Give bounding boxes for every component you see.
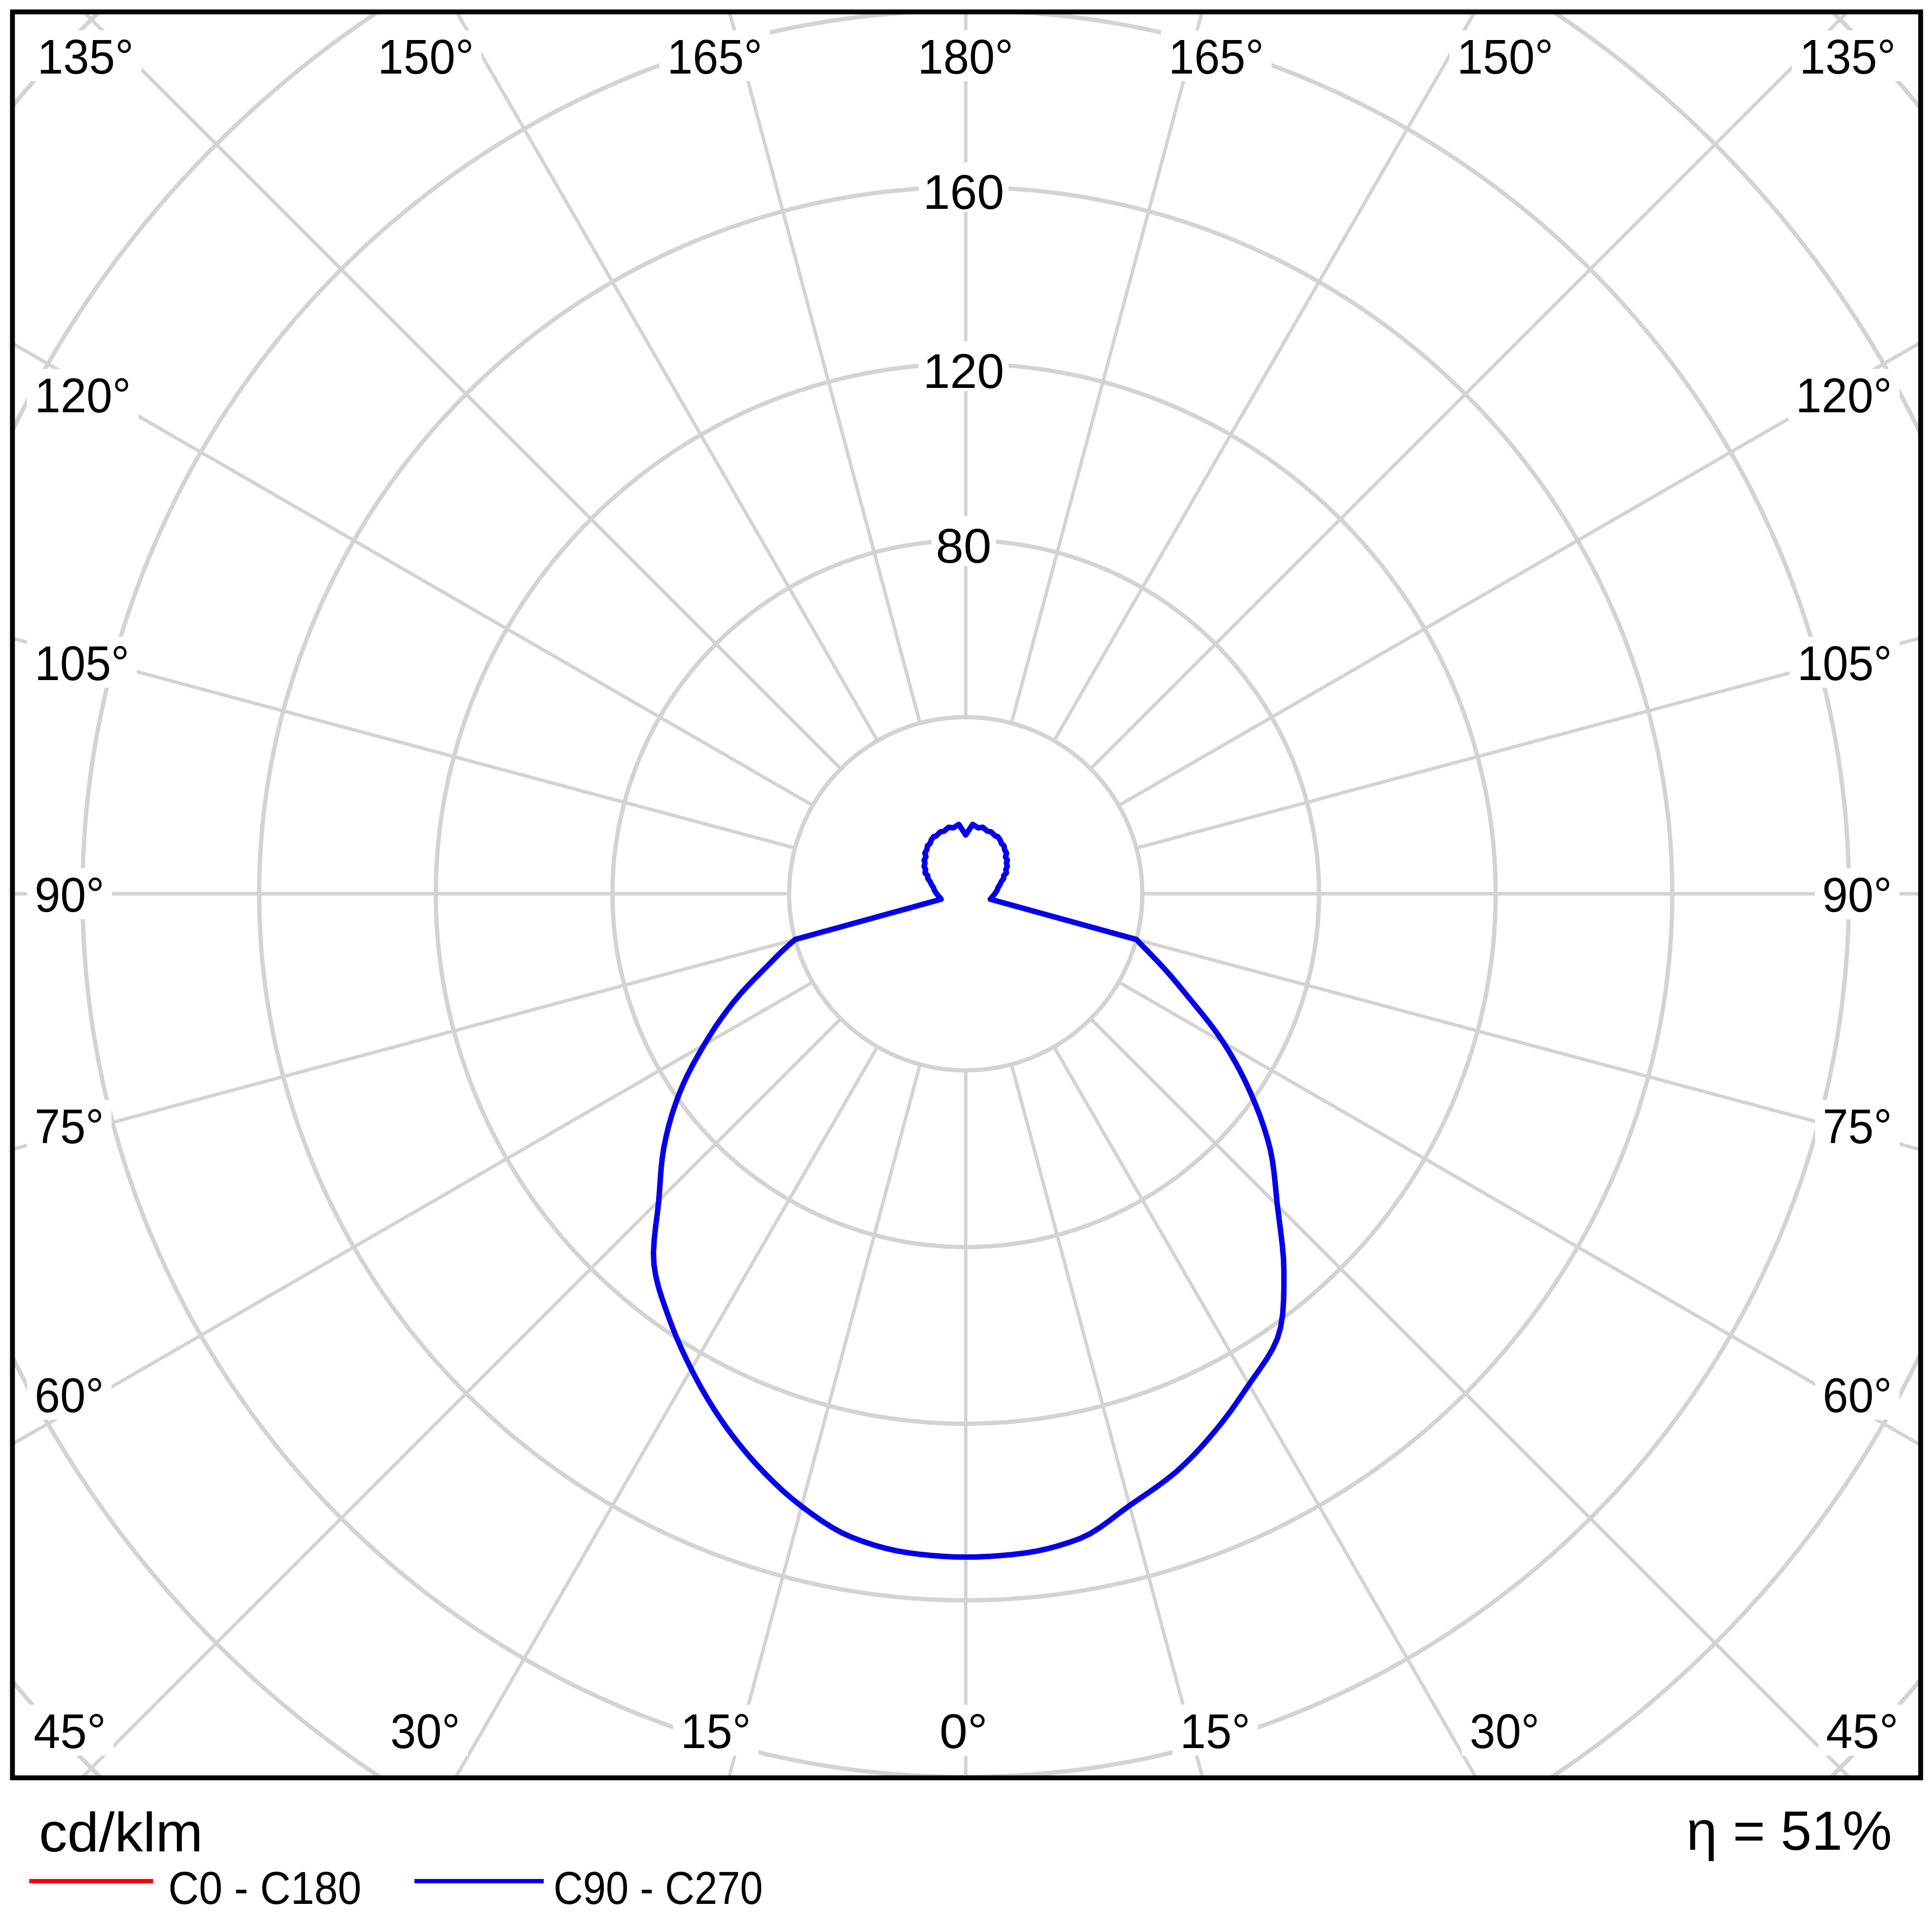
svg-text:165°: 165° bbox=[1169, 30, 1264, 84]
svg-text:15°: 15° bbox=[681, 1705, 751, 1759]
svg-text:45°: 45° bbox=[34, 1705, 106, 1759]
svg-text:120°: 120° bbox=[35, 369, 131, 423]
svg-text:90°: 90° bbox=[35, 868, 104, 922]
svg-text:120°: 120° bbox=[1796, 369, 1892, 423]
svg-text:45°: 45° bbox=[1826, 1705, 1898, 1759]
svg-text:135°: 135° bbox=[37, 30, 134, 84]
svg-text:60°: 60° bbox=[35, 1369, 104, 1423]
svg-text:80: 80 bbox=[936, 519, 992, 573]
svg-text:30°: 30° bbox=[1470, 1705, 1540, 1759]
svg-text:160: 160 bbox=[923, 166, 1004, 220]
svg-text:η = 51%: η = 51% bbox=[1686, 1800, 1892, 1862]
svg-text:90°: 90° bbox=[1822, 868, 1892, 922]
svg-text:120: 120 bbox=[923, 345, 1004, 399]
svg-text:165°: 165° bbox=[667, 30, 762, 84]
svg-text:cd/klm: cd/klm bbox=[39, 1802, 203, 1863]
svg-text:30°: 30° bbox=[391, 1705, 460, 1759]
svg-text:135°: 135° bbox=[1799, 30, 1896, 84]
svg-text:0°: 0° bbox=[940, 1705, 988, 1759]
svg-text:180°: 180° bbox=[918, 30, 1013, 84]
svg-text:75°: 75° bbox=[35, 1100, 104, 1154]
svg-text:150°: 150° bbox=[1457, 30, 1553, 84]
svg-text:60°: 60° bbox=[1823, 1369, 1892, 1423]
svg-text:105°: 105° bbox=[1797, 637, 1892, 691]
svg-text:75°: 75° bbox=[1823, 1100, 1892, 1154]
svg-text:105°: 105° bbox=[35, 637, 129, 691]
svg-text:150°: 150° bbox=[378, 30, 474, 84]
svg-text:C0 - C180: C0 - C180 bbox=[168, 1863, 361, 1914]
svg-text:C90 - C270: C90 - C270 bbox=[553, 1863, 763, 1914]
svg-text:15°: 15° bbox=[1180, 1705, 1250, 1759]
